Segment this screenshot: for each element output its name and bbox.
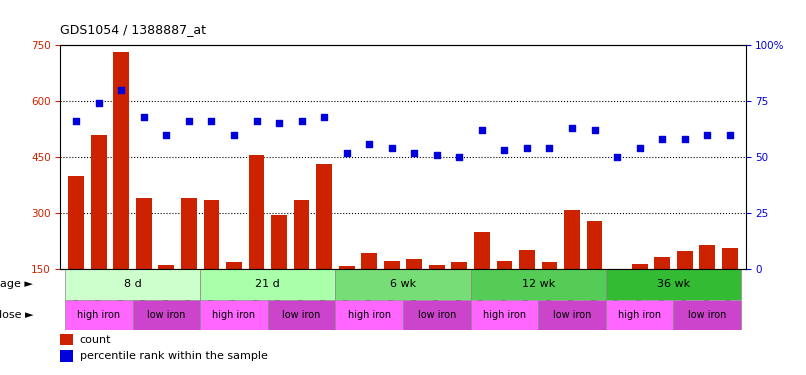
Bar [136, 198, 152, 269]
Point [453, 154, 466, 160]
Bar [564, 210, 580, 269]
Point [723, 132, 736, 138]
Bar [471, 300, 538, 330]
Bar [471, 269, 606, 300]
Bar [114, 53, 129, 269]
Bar [335, 300, 403, 330]
Text: 21 d: 21 d [256, 279, 280, 290]
Bar [606, 269, 741, 300]
Bar [606, 300, 674, 330]
Point [272, 120, 285, 126]
Point [363, 141, 376, 147]
Bar [200, 269, 335, 300]
Text: count: count [80, 335, 111, 345]
Point [521, 145, 534, 151]
Bar [406, 259, 422, 269]
Bar [204, 200, 219, 269]
Bar [722, 248, 737, 269]
Point [114, 87, 127, 93]
Text: 36 wk: 36 wk [657, 279, 690, 290]
Bar [474, 232, 490, 269]
Point [340, 150, 353, 156]
Bar [65, 300, 132, 330]
Text: high iron: high iron [213, 310, 256, 320]
Bar [542, 262, 558, 269]
Text: low iron: low iron [147, 310, 185, 320]
Text: low iron: low iron [553, 310, 592, 320]
Bar [339, 266, 355, 269]
Bar [271, 215, 287, 269]
Point [250, 118, 263, 124]
Bar [674, 300, 741, 330]
Bar [200, 300, 268, 330]
Bar [587, 221, 602, 269]
Bar [538, 300, 606, 330]
Bar [65, 269, 200, 300]
Text: dose ►: dose ► [0, 310, 33, 320]
Point [227, 132, 240, 138]
Bar [159, 265, 174, 269]
Bar [609, 269, 625, 278]
Text: low iron: low iron [418, 310, 456, 320]
Point [679, 136, 692, 142]
Text: 12 wk: 12 wk [521, 279, 555, 290]
Text: 6 wk: 6 wk [390, 279, 416, 290]
Text: low iron: low iron [282, 310, 321, 320]
Bar [268, 300, 335, 330]
Text: percentile rank within the sample: percentile rank within the sample [80, 351, 268, 361]
Point [476, 127, 488, 133]
Point [318, 114, 330, 120]
Bar [69, 176, 84, 269]
Bar [335, 269, 471, 300]
Text: high iron: high iron [77, 310, 120, 320]
Bar [91, 135, 106, 269]
Bar [181, 198, 197, 269]
Bar [496, 261, 513, 269]
Point [205, 118, 218, 124]
Bar [700, 246, 715, 269]
Bar [248, 155, 264, 269]
Text: age ►: age ► [0, 279, 33, 290]
Bar [60, 350, 73, 362]
Point [634, 145, 646, 151]
Point [566, 125, 579, 131]
Point [588, 127, 601, 133]
Bar [451, 261, 467, 269]
Point [656, 136, 669, 142]
Point [611, 154, 624, 160]
Point [408, 150, 421, 156]
Bar [677, 251, 692, 269]
Bar [293, 200, 310, 269]
Bar [316, 165, 332, 269]
Point [137, 114, 150, 120]
Text: high iron: high iron [483, 310, 526, 320]
Point [93, 100, 106, 106]
Point [430, 152, 443, 158]
Point [295, 118, 308, 124]
Text: high iron: high iron [618, 310, 661, 320]
Bar [226, 261, 242, 269]
Bar [429, 265, 445, 269]
Point [160, 132, 172, 138]
Bar [632, 264, 647, 269]
Bar [654, 257, 670, 269]
Bar [361, 254, 377, 269]
Point [498, 147, 511, 153]
Bar [384, 261, 400, 269]
Point [700, 132, 713, 138]
Text: 8 d: 8 d [123, 279, 141, 290]
Point [182, 118, 195, 124]
Bar [132, 300, 200, 330]
Bar [60, 334, 73, 345]
Bar [403, 300, 471, 330]
Text: GDS1054 / 1388887_at: GDS1054 / 1388887_at [60, 22, 206, 36]
Text: low iron: low iron [688, 310, 726, 320]
Text: high iron: high iron [347, 310, 391, 320]
Point [385, 145, 398, 151]
Point [70, 118, 83, 124]
Bar [519, 251, 535, 269]
Point [543, 145, 556, 151]
